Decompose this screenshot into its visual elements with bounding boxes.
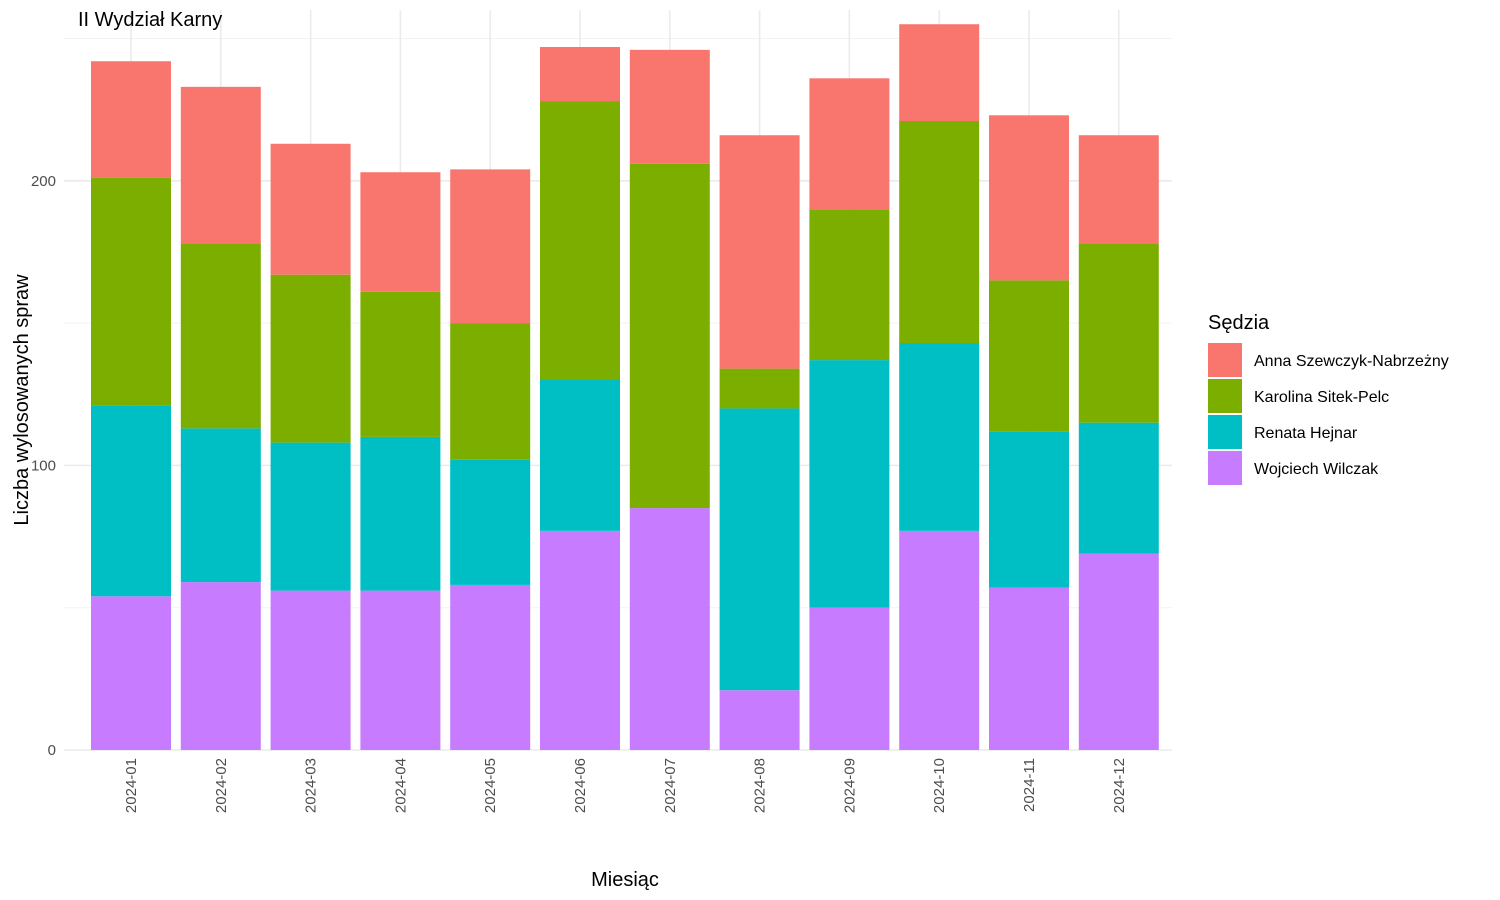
bar-segment — [540, 530, 620, 750]
bar-segment — [899, 343, 980, 531]
bar-segment — [1078, 243, 1159, 423]
x-tick-label: 2024-10 — [931, 758, 948, 813]
bar-segment — [450, 169, 531, 324]
bar-segment — [91, 405, 171, 597]
x-axis-title: Miesiąc — [591, 869, 659, 891]
x-tick-label: 2024-11 — [1021, 758, 1038, 812]
bar-segment — [809, 78, 890, 210]
bar-segment — [450, 459, 531, 585]
x-tick-label: 2024-02 — [213, 758, 230, 813]
bar-segment — [719, 408, 800, 691]
bar-segment — [1078, 422, 1159, 554]
bar-segment — [270, 442, 351, 591]
x-tick-label: 2024-12 — [1111, 758, 1128, 813]
bar-segment — [629, 163, 710, 509]
bar-segment — [809, 607, 890, 750]
legend-label: Karolina Sitek-Pelc — [1254, 389, 1389, 406]
bar-segment — [91, 596, 171, 750]
y-tick-label: 100 — [31, 457, 56, 474]
bar-segment — [180, 86, 261, 244]
bar-segment — [180, 243, 261, 429]
x-tick-label: 2024-06 — [572, 758, 589, 813]
legend: Sędzia Anna Szewczyk-Nabrzeżny Karolina S… — [1208, 312, 1449, 485]
x-tick-label: 2024-07 — [662, 758, 679, 813]
bar-segment — [989, 431, 1069, 588]
bar-segment — [450, 584, 531, 750]
chart-title: II Wydział Karny — [78, 9, 222, 31]
bar-segment — [719, 368, 800, 409]
bar-segment — [1078, 553, 1159, 750]
x-axis: 2024-01 2024-02 2024-03 2024-04 2024-05 2024-… — [123, 758, 1128, 813]
bar-segment — [809, 209, 890, 361]
legend-swatch — [1208, 343, 1242, 377]
bar-segment — [91, 177, 171, 406]
bar-segment — [989, 115, 1069, 281]
bar-segment — [899, 121, 980, 343]
x-tick-label: 2024-08 — [752, 758, 769, 813]
bar-segment — [270, 274, 351, 443]
bar-segment — [629, 508, 710, 750]
bar-segment — [540, 101, 620, 381]
bar-segment — [91, 61, 171, 178]
bar-segment — [450, 323, 531, 460]
legend-label: Anna Szewczyk-Nabrzeżny — [1254, 353, 1449, 370]
legend-swatch — [1208, 379, 1242, 413]
bar-segment — [360, 291, 441, 437]
bar-segment — [540, 47, 620, 102]
bar-segment — [180, 428, 261, 583]
legend-swatch — [1208, 451, 1242, 485]
bar-segment — [360, 590, 441, 750]
bar-segment — [989, 587, 1069, 750]
bar-segment — [629, 49, 710, 164]
bar-segment — [360, 436, 441, 591]
bar-segment — [719, 690, 800, 750]
bar-segment — [899, 530, 980, 750]
legend-label: Renata Hejnar — [1254, 425, 1358, 442]
bar-segment — [719, 135, 800, 369]
bar-segment — [270, 143, 351, 275]
x-tick-label: 2024-04 — [392, 758, 409, 813]
y-axis-title: Liczba wylosowanych spraw — [11, 274, 33, 526]
x-tick-label: 2024-03 — [303, 758, 320, 813]
y-axis: 0 100 200 — [31, 173, 56, 759]
bar-segment — [270, 590, 351, 750]
bar-segment — [540, 380, 620, 531]
bar-segment — [899, 24, 980, 121]
bar-segment — [1078, 135, 1159, 244]
legend-label: Wojciech Wilczak — [1254, 461, 1379, 478]
x-tick-label: 2024-09 — [841, 758, 858, 813]
legend-title: Sędzia — [1208, 312, 1270, 334]
x-tick-label: 2024-05 — [482, 758, 499, 813]
x-tick-label: 2024-01 — [123, 758, 140, 813]
bar-segment — [989, 280, 1069, 432]
bar-segment — [180, 582, 261, 750]
bars — [91, 24, 1159, 750]
y-tick-label: 0 — [48, 742, 56, 759]
legend-swatch — [1208, 415, 1242, 449]
legend-items: Anna Szewczyk-Nabrzeżny Karolina Sitek-Pe… — [1208, 343, 1449, 485]
bar-segment — [360, 172, 441, 292]
y-tick-label: 200 — [31, 173, 56, 190]
bar-segment — [809, 360, 890, 608]
